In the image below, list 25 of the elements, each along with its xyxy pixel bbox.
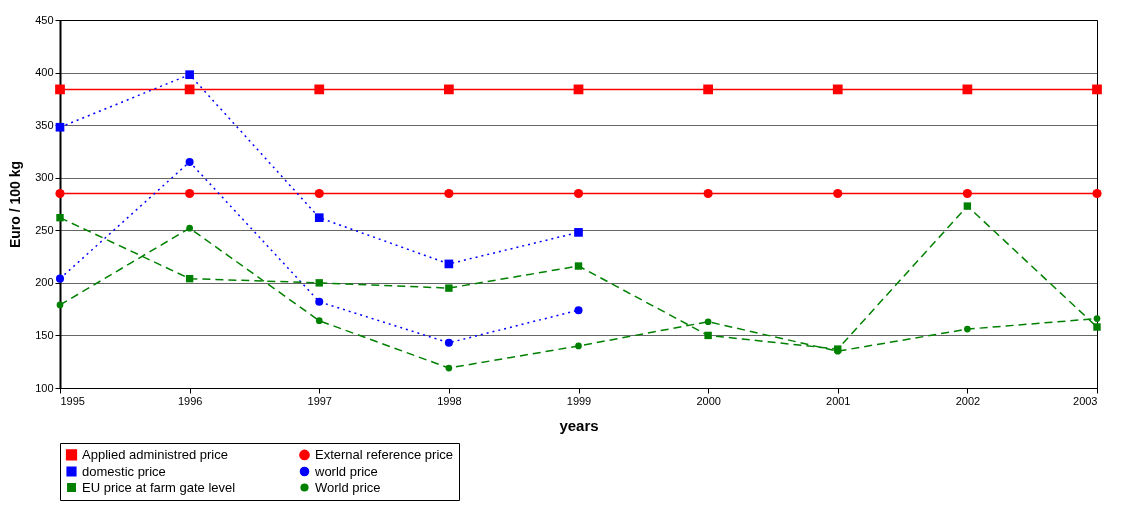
y-tick-label: 150 [35,328,54,341]
x-tick-label: 1999 [566,394,592,407]
x-tick-label: 1995 [60,394,85,407]
y-tick-label: 300 [35,171,54,184]
legend-label: Applied administred price [82,446,228,462]
y-tick-label: 250 [35,223,54,236]
x-tick-label: 1998 [437,394,462,407]
y-axis-title: Euro / 100 kg [7,160,24,249]
y-tick-label: 100 [35,381,54,394]
x-axis-title: years [559,416,599,434]
x-tick-label: 2000 [696,394,721,407]
y-tick-label: 400 [35,66,54,79]
legend-label: EU price at farm gate level [82,479,236,495]
x-tick-label: 2003 [1073,394,1098,407]
legend-label: World price [315,479,381,495]
x-tick-label: 2002 [955,394,981,407]
legend-label: world price [314,463,378,479]
legend-label: domestic price [82,463,166,479]
x-tick-label: 1997 [307,394,332,407]
legend-label: External reference price [315,446,454,462]
y-tick-label: 200 [35,276,54,289]
x-tick-label: 2001 [826,394,851,407]
y-tick-label: 450 [35,13,54,26]
x-tick-label: 1996 [177,394,203,407]
y-tick-label: 350 [35,118,54,131]
